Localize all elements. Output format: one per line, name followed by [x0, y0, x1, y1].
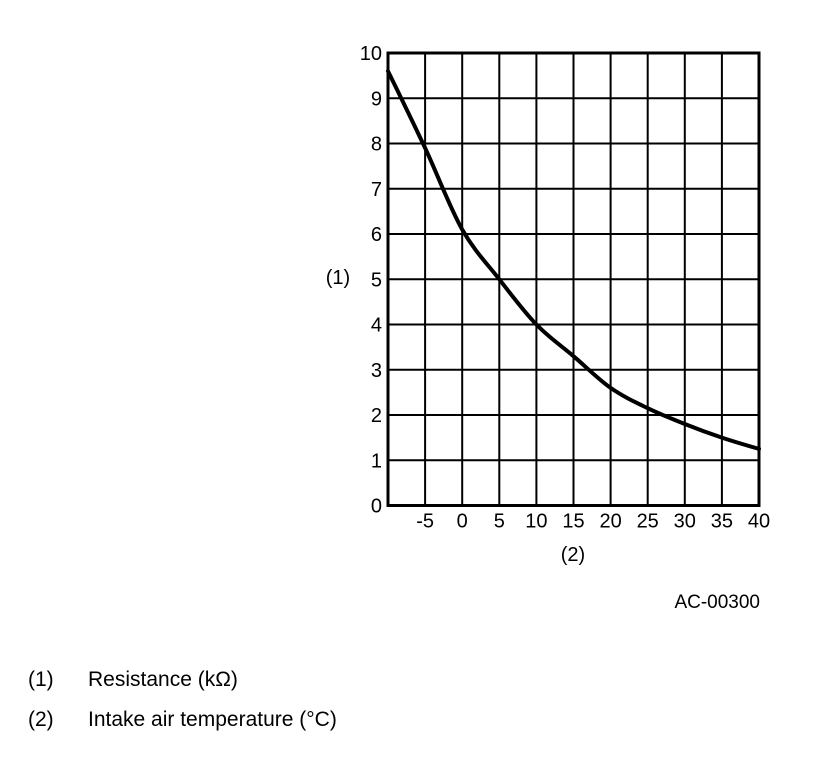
legend-ref: (2)	[28, 708, 54, 731]
legend-item-intake-air-temperature: (2) Intake air temperature (°C)	[28, 708, 337, 731]
x-tick-label: 35	[711, 511, 733, 533]
legend-item-resistance: (1) Resistance (kΩ)	[28, 668, 337, 691]
legend-label: Resistance (kΩ)	[88, 668, 238, 691]
x-axis-ref-label: (2)	[560, 544, 586, 566]
figure-code: AC-00300	[674, 592, 760, 613]
y-tick-label: 7	[371, 179, 382, 201]
x-tick-label: 25	[637, 511, 659, 533]
y-tick-label: 2	[371, 405, 382, 427]
x-tick-label: 5	[494, 511, 505, 533]
y-tick-label: 8	[371, 134, 382, 156]
resistance-vs-temperature-chart: -5 0 5 10 15 20 25 30 35 40 0 1 2 3 4 5 6 7 8 9 10	[360, 43, 770, 533]
x-tick-label: 15	[562, 511, 584, 533]
x-tick-label: 10	[525, 511, 547, 533]
x-tick-label: 40	[748, 511, 770, 533]
y-tick-label: 6	[371, 224, 382, 246]
y-tick-label: 4	[371, 315, 382, 337]
figure-legend: (1) Resistance (kΩ) (2) Intake air tempe…	[28, 668, 337, 748]
y-tick-label: 5	[371, 269, 382, 291]
y-tick-label: 10	[360, 43, 382, 65]
y-tick-label: 0	[371, 496, 382, 518]
y-axis-ref-label: (1)	[325, 267, 351, 289]
resistance-curve	[386, 69, 761, 451]
y-tick-label: 9	[371, 88, 382, 110]
x-tick-label: -5	[416, 511, 434, 533]
x-tick-label: 20	[599, 511, 621, 533]
x-tick-label: 0	[457, 511, 468, 533]
legend-ref: (1)	[28, 668, 54, 691]
y-tick-label: 3	[371, 360, 382, 382]
y-tick-label: 1	[371, 450, 382, 472]
plot-border	[386, 51, 761, 507]
legend-label: Intake air temperature (°C)	[88, 708, 337, 731]
x-tick-label: 30	[674, 511, 696, 533]
